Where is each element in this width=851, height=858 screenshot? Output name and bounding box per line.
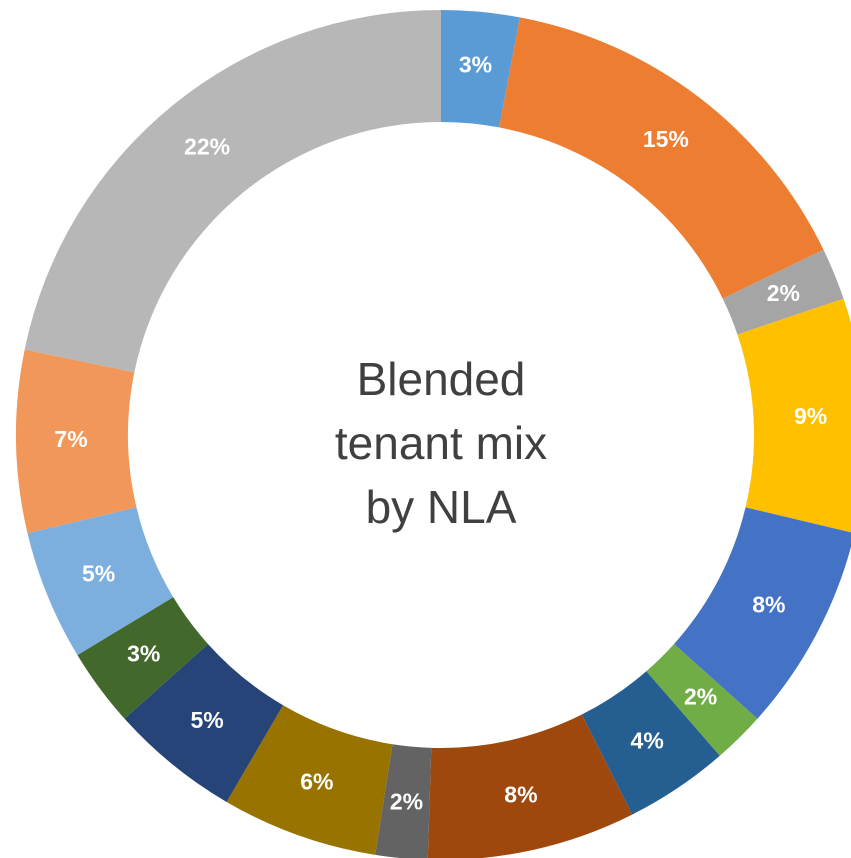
donut-slice bbox=[77, 597, 208, 719]
donut-slice bbox=[581, 671, 720, 815]
donut-slice bbox=[226, 705, 393, 855]
value-label: 3% bbox=[127, 640, 160, 666]
center-title: Blended bbox=[357, 353, 526, 405]
value-label: 5% bbox=[82, 560, 115, 586]
donut-slice bbox=[646, 643, 758, 756]
donut-slice bbox=[24, 10, 441, 373]
value-label: 22% bbox=[184, 133, 230, 159]
center-title: tenant mix bbox=[335, 417, 547, 469]
center-title: by NLA bbox=[366, 481, 517, 533]
donut-slice bbox=[27, 507, 174, 656]
value-label: 2% bbox=[684, 684, 717, 710]
value-label: 2% bbox=[767, 280, 800, 306]
donut-slice bbox=[674, 507, 851, 719]
value-label: 5% bbox=[190, 707, 223, 733]
donut-slice bbox=[15, 349, 137, 534]
donut-slice bbox=[124, 643, 284, 802]
value-label: 6% bbox=[300, 769, 333, 795]
donut-slice bbox=[427, 714, 633, 858]
value-label: 2% bbox=[390, 788, 423, 814]
donut-slice bbox=[441, 10, 520, 128]
value-label: 4% bbox=[631, 727, 664, 753]
donut-slice bbox=[499, 17, 824, 299]
value-label: 8% bbox=[752, 592, 785, 618]
value-label: 3% bbox=[459, 52, 492, 78]
value-label: 15% bbox=[643, 126, 689, 152]
value-label: 7% bbox=[54, 426, 87, 452]
donut-slice bbox=[722, 249, 844, 335]
donut-slice bbox=[375, 744, 432, 858]
value-label: 8% bbox=[504, 781, 537, 807]
value-label: 9% bbox=[794, 403, 827, 429]
donut-slice bbox=[737, 298, 851, 533]
